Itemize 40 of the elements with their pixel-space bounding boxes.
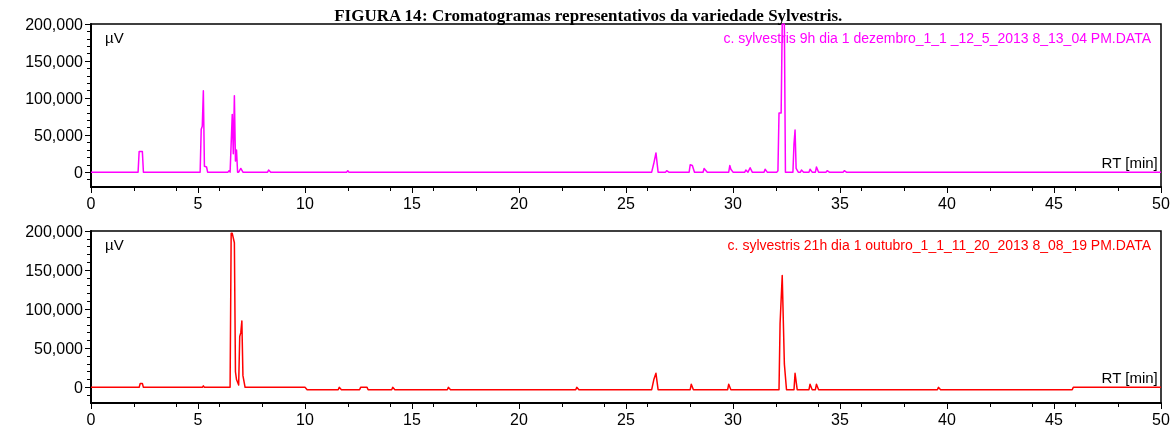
y-axis-title: µV (105, 236, 124, 253)
y-tick-label: 150,000 (25, 261, 84, 279)
y-tick-label: 50,000 (34, 339, 84, 357)
x-tick-label: 0 (86, 410, 96, 428)
x-tick-label: 35 (831, 194, 849, 212)
x-tick-label: 25 (617, 410, 635, 428)
y-tick-label: 0 (74, 378, 84, 396)
x-tick-label: 10 (296, 194, 314, 212)
x-tick-label: 45 (1045, 194, 1063, 212)
x-tick-label: 35 (831, 410, 849, 428)
x-tick-label: 25 (617, 194, 635, 212)
x-axis-title: RT [min] (1101, 154, 1158, 172)
y-tick-label: 0 (74, 163, 84, 181)
x-tick-label: 40 (938, 194, 956, 212)
x-tick-label: 5 (193, 410, 203, 428)
x-tick-label: 45 (1045, 410, 1063, 428)
x-tick-label: 10 (296, 410, 314, 428)
x-tick-label: 20 (510, 410, 528, 428)
text: c. sylvestris 21h dia 1 outubro_1_1_11_20_2013 8_08_19 PM.DATA (727, 237, 1152, 253)
x-tick-label: 20 (510, 194, 528, 212)
line-series (90, 23, 1162, 173)
x-tick-label: 15 (403, 410, 421, 428)
y-tick-label: 100,000 (25, 89, 84, 107)
x-tick-label: 15 (403, 194, 421, 212)
x-axis-title: RT [min] (1101, 369, 1158, 387)
x-tick-label: 5 (193, 194, 203, 212)
y-tick-label: 200,000 (25, 15, 84, 33)
x-tick-label: 0 (86, 194, 96, 212)
chart-title: FIGURA 14: Cromatogramas representativos da variedade Sylvestris. (334, 6, 843, 25)
x-tick-label: 50 (1152, 410, 1170, 428)
x-tick-label: 30 (724, 410, 742, 428)
y-tick-label: 100,000 (25, 300, 84, 318)
y-tick-label: 200,000 (25, 222, 84, 240)
y-axis-title: µV (105, 29, 124, 46)
y-tick-label: 150,000 (25, 52, 84, 70)
x-tick-label: 50 (1152, 194, 1170, 212)
x-tick-label: 30 (724, 194, 742, 212)
x-tick-label: 40 (938, 410, 956, 428)
line-series (90, 232, 1162, 391)
y-tick-label: 50,000 (34, 126, 84, 144)
